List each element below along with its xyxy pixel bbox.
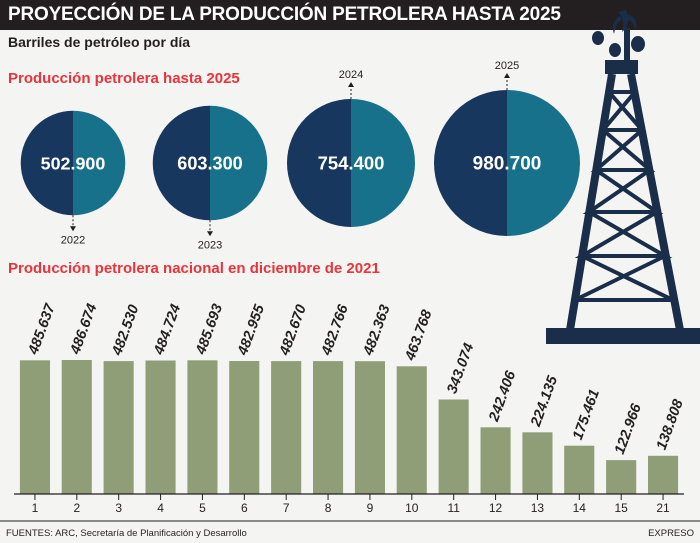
x-tick-label: 12: [489, 501, 503, 515]
bubble-half-light: [351, 98, 416, 228]
bubble-value-label: 502.900: [41, 153, 106, 173]
bubble-value-label: 603.300: [177, 153, 242, 173]
year-label: 2024: [339, 69, 363, 81]
bar-value-label: 484.724: [151, 302, 184, 358]
bar-value-label: 463.768: [402, 307, 436, 364]
x-tick-label: 6: [241, 501, 248, 515]
x-tick-label: 15: [615, 501, 629, 515]
bubble-half-dark: [286, 98, 351, 228]
bar-value-label: 122.966: [612, 401, 645, 457]
bar-day-7: [271, 361, 302, 494]
bubble-half-light: [73, 110, 126, 216]
bubble-half-dark: [152, 105, 210, 221]
bar-day-6: [229, 361, 260, 494]
x-tick-label: 3: [115, 501, 122, 515]
bubble-value-label: 754.400: [318, 152, 385, 173]
arrow-up-icon: [348, 81, 354, 87]
x-tick-label: 10: [405, 501, 419, 515]
bar-value-label: 482.670: [277, 303, 310, 359]
bar-day-3: [103, 361, 134, 494]
bubble-value-label: 980.700: [473, 154, 542, 175]
x-tick-label: 21: [656, 501, 670, 515]
bubble-half-light: [210, 105, 268, 221]
bar-value-label: 482.530: [109, 303, 142, 359]
x-tick-label: 13: [531, 501, 545, 515]
bar-day-13: [522, 432, 553, 494]
x-tick-label: 7: [283, 501, 290, 515]
bubble-2023: 603.300 2023: [152, 105, 268, 251]
bar-value-label: 224.135: [528, 373, 562, 430]
x-tick-label: 5: [199, 501, 206, 515]
bubble-half-dark: [20, 110, 74, 216]
x-tick-label: 11: [447, 501, 460, 515]
bar-day-21: [648, 455, 679, 494]
year-label: 2022: [61, 234, 85, 246]
bar-day-11: [438, 399, 469, 494]
page-title: PROYECCIÓN DE LA PRODUCCIÓN PETROLERA HA…: [8, 4, 561, 25]
subtitle: Barriles de petróleo por día: [8, 34, 191, 50]
bar-value-label: 343.074: [444, 341, 477, 396]
bubble-half-dark: [434, 90, 507, 236]
arrow-up-icon: [504, 73, 510, 78]
bar-day-2: [61, 360, 92, 494]
section-title-projection: Producción petrolera hasta 2025: [8, 70, 240, 87]
year-label: 2023: [198, 239, 222, 251]
source-note: FUENTES: ARC, Secretaría de Planificació…: [6, 528, 247, 539]
x-tick-label: 2: [73, 501, 80, 515]
x-tick-label: 14: [573, 501, 587, 515]
bubble-2025: 980.700 2025: [434, 60, 580, 236]
bar-value-label: 485.637: [25, 301, 59, 358]
bar-day-15: [606, 460, 637, 494]
bar-day-1: [19, 360, 50, 494]
bar-value-label: 486.674: [67, 302, 100, 358]
year-label: 2025: [495, 60, 519, 72]
bar-day-10: [396, 366, 427, 494]
bar-day-4: [145, 360, 176, 494]
bar-day-14: [564, 445, 595, 494]
x-tick-label: 4: [157, 501, 164, 515]
plot-area: [14, 348, 684, 494]
bar-value-label: 482.955: [235, 302, 269, 359]
bar-day-5: [187, 360, 218, 494]
header-bar: [0, 0, 700, 30]
bubble-2024: 754.400 2024: [286, 69, 416, 228]
x-tick-label: 1: [32, 501, 39, 515]
arrow-down-icon: [207, 231, 213, 237]
arrow-down-icon: [70, 226, 76, 232]
bar-value-label: 242.406: [486, 368, 520, 425]
section-title-national: Producción petrolera nacional en diciemb…: [8, 260, 380, 277]
x-tick-label: 9: [367, 501, 374, 515]
bar-value-label: 175.461: [570, 387, 603, 442]
bar-day-9: [354, 361, 385, 494]
bubble-half-light: [507, 90, 580, 236]
bar-day-8: [313, 361, 344, 494]
bubble-2022: 502.900 2022: [20, 110, 126, 246]
x-tick-label: 8: [325, 501, 332, 515]
bar-value-label: 138.808: [654, 397, 687, 453]
bar-value-label: 482.363: [360, 303, 393, 359]
brand-label: EXPRESO: [648, 528, 694, 539]
bar-value-label: 485.693: [193, 302, 226, 358]
bar-value-label: 482.766: [318, 302, 352, 359]
bar-day-12: [480, 427, 511, 494]
